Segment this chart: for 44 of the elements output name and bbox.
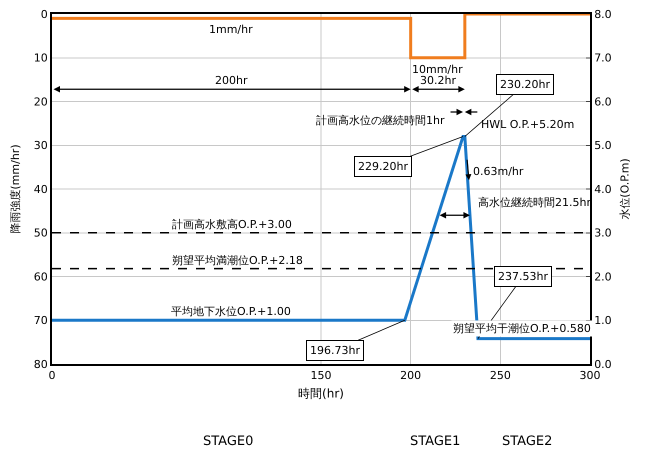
y2-tick-label: 1.0 xyxy=(594,314,612,328)
y-tick-label: 50 xyxy=(34,226,48,240)
y2-axis-title: 水位(O.P.m) xyxy=(618,158,632,220)
y2-tick-label: 4.0 xyxy=(594,182,612,196)
x-tick-label: 300 xyxy=(580,369,600,382)
y-tick-label: 70 xyxy=(34,314,48,328)
annotation: 0.63m/hr xyxy=(473,165,524,178)
annotation: 朔望平均干潮位O.P.+0.580 xyxy=(453,322,591,335)
annotation: 229.20hr xyxy=(358,160,408,173)
y-tick-label: 20 xyxy=(34,95,48,108)
annotation: 計画高水位の継続時間1hr xyxy=(316,114,445,127)
y2-tick-label: 8.0 xyxy=(594,8,612,21)
annotation: 高水位継続時間21.5hr xyxy=(478,196,592,209)
annotation: 196.73hr xyxy=(310,344,360,357)
annotation: 10mm/hr xyxy=(412,63,464,76)
y2-tick-label: 6.0 xyxy=(594,95,612,108)
annotation: 200hr xyxy=(215,74,248,87)
text: STAGE1 xyxy=(410,434,460,449)
text: STAGE2 xyxy=(502,434,552,449)
ref-line-label: 朔望平均満潮位O.P.+2.18 xyxy=(172,254,303,267)
y-tick-label: 60 xyxy=(34,270,48,284)
y-tick-label: 30 xyxy=(34,139,48,152)
annotation: 1mm/hr xyxy=(209,23,254,36)
y2-tick-label: 5.0 xyxy=(594,139,612,152)
y-axis-title: 降雨強度(mm/hr) xyxy=(9,144,22,234)
y2-tick-label: 0.0 xyxy=(594,358,612,371)
annotation: 237.53hr xyxy=(498,270,548,283)
y-tick-label: 10 xyxy=(34,52,48,65)
annotation: 平均地下水位O.P.+1.00 xyxy=(171,305,291,318)
y2-tick-label: 7.0 xyxy=(594,52,612,65)
y-tick-label: 80 xyxy=(34,358,48,371)
y2-tick-label: 3.0 xyxy=(594,226,612,240)
x-tick-label: 250 xyxy=(490,369,511,382)
annotation: 230.20hr xyxy=(500,78,550,91)
x-tick-label: 150 xyxy=(310,369,332,382)
annotation: 30.2hr xyxy=(420,74,456,87)
text: STAGE0 xyxy=(203,434,254,449)
y-tick-label: 0 xyxy=(40,8,48,21)
annotation: HWL O.P.+5.20m xyxy=(481,118,574,131)
x-axis-title: 時間(hr) xyxy=(298,386,344,401)
ref-line-label: 計画高水敷高O.P.+3.00 xyxy=(172,218,292,231)
y2-tick-label: 2.0 xyxy=(594,270,612,284)
y-tick-label: 40 xyxy=(34,182,48,196)
x-tick-label: 200 xyxy=(400,369,422,382)
